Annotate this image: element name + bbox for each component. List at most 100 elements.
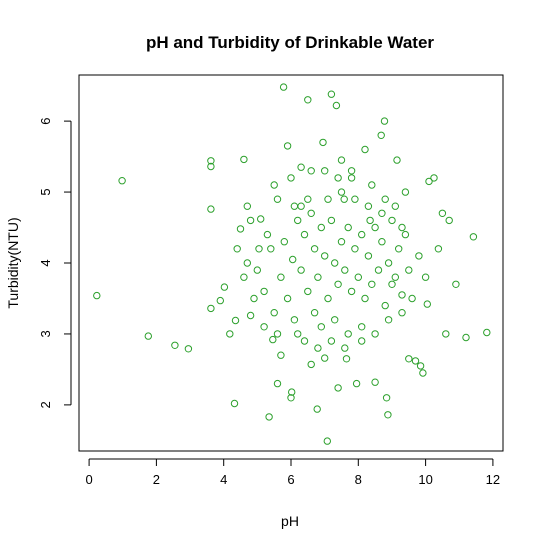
data-point (260, 323, 268, 331)
data-point (253, 266, 261, 274)
data-point (294, 216, 302, 225)
data-point (297, 163, 305, 171)
data-point (313, 405, 321, 413)
data-point (280, 238, 288, 246)
data-point (220, 283, 229, 291)
data-point (408, 294, 416, 303)
data-point (347, 287, 356, 296)
data-point (378, 209, 386, 218)
data-point (327, 90, 336, 98)
data-point (381, 301, 389, 310)
data-point (337, 238, 346, 246)
data-point (358, 230, 366, 239)
data-point (297, 202, 305, 210)
data-point (314, 273, 322, 281)
data-point (361, 294, 369, 303)
data-point (288, 388, 296, 396)
data-point (378, 238, 386, 246)
data-point (416, 362, 425, 370)
data-point (391, 273, 399, 281)
data-point (171, 341, 179, 349)
y-tick-label: 6 (38, 117, 53, 124)
data-point (184, 345, 193, 353)
data-point (207, 304, 215, 313)
data-point (246, 216, 255, 225)
data-point (277, 273, 285, 281)
data-point (391, 202, 399, 210)
data-point (323, 437, 331, 445)
data-point (425, 177, 433, 186)
data-point (310, 245, 319, 253)
data-point (207, 157, 215, 165)
data-point (270, 309, 278, 317)
y-tick-label: 2 (38, 401, 53, 408)
data-point (297, 266, 305, 274)
data-point (430, 174, 438, 182)
y-tick-label: 5 (38, 188, 53, 195)
data-point (307, 167, 315, 175)
data-point (371, 378, 379, 386)
data-point (317, 323, 325, 331)
data-point (393, 156, 401, 164)
data-point (289, 255, 297, 264)
data-point (294, 330, 302, 338)
x-axis-label: pH (281, 513, 299, 529)
data-point (332, 101, 341, 110)
data-point (462, 333, 470, 342)
data-point (434, 245, 443, 253)
data-point (334, 384, 342, 392)
data-point (381, 195, 389, 203)
data-point (358, 337, 366, 345)
data-point (352, 379, 361, 388)
data-point (344, 223, 352, 232)
data-point (384, 259, 393, 267)
data-point (233, 245, 241, 253)
data-point (265, 413, 273, 421)
data-point (279, 83, 288, 91)
data-point (331, 259, 339, 267)
data-point (371, 223, 379, 232)
data-point (243, 202, 252, 210)
data-point (377, 131, 385, 140)
x-axis: 0 2 4 6 8 10 12 (85, 458, 500, 487)
data-point (382, 394, 391, 402)
data-point (347, 174, 356, 182)
x-tick-label: 8 (355, 472, 362, 487)
data-point (368, 280, 376, 288)
data-point (307, 209, 315, 218)
data-point (314, 344, 322, 352)
data-point (273, 195, 282, 203)
data-point (395, 245, 403, 253)
data-point (347, 167, 356, 175)
data-point (483, 328, 491, 337)
data-point (267, 245, 275, 253)
data-point (388, 280, 396, 288)
data-point (290, 202, 299, 210)
data-point (411, 357, 420, 365)
data-point (398, 223, 406, 232)
y-tick-label: 4 (38, 259, 53, 266)
x-tick-label: 6 (287, 472, 294, 487)
data-point (300, 230, 309, 239)
x-tick-label: 10 (418, 472, 432, 487)
chart-title: pH and Turbidity of Drinkable Water (146, 33, 434, 52)
data-point (310, 309, 319, 317)
data-point (273, 379, 282, 388)
data-point (236, 225, 245, 233)
data-point (240, 273, 248, 281)
data-point (374, 266, 383, 274)
data-point (361, 145, 369, 154)
data-point (401, 230, 410, 239)
data-point (327, 337, 336, 345)
data-point (342, 355, 351, 363)
data-point (231, 316, 240, 325)
data-point (415, 252, 423, 260)
data-point (270, 181, 278, 189)
data-point (337, 156, 346, 164)
data-point (269, 335, 277, 344)
data-point (324, 195, 332, 203)
data-point (304, 96, 312, 104)
data-point (421, 273, 430, 281)
data-point (358, 323, 366, 331)
